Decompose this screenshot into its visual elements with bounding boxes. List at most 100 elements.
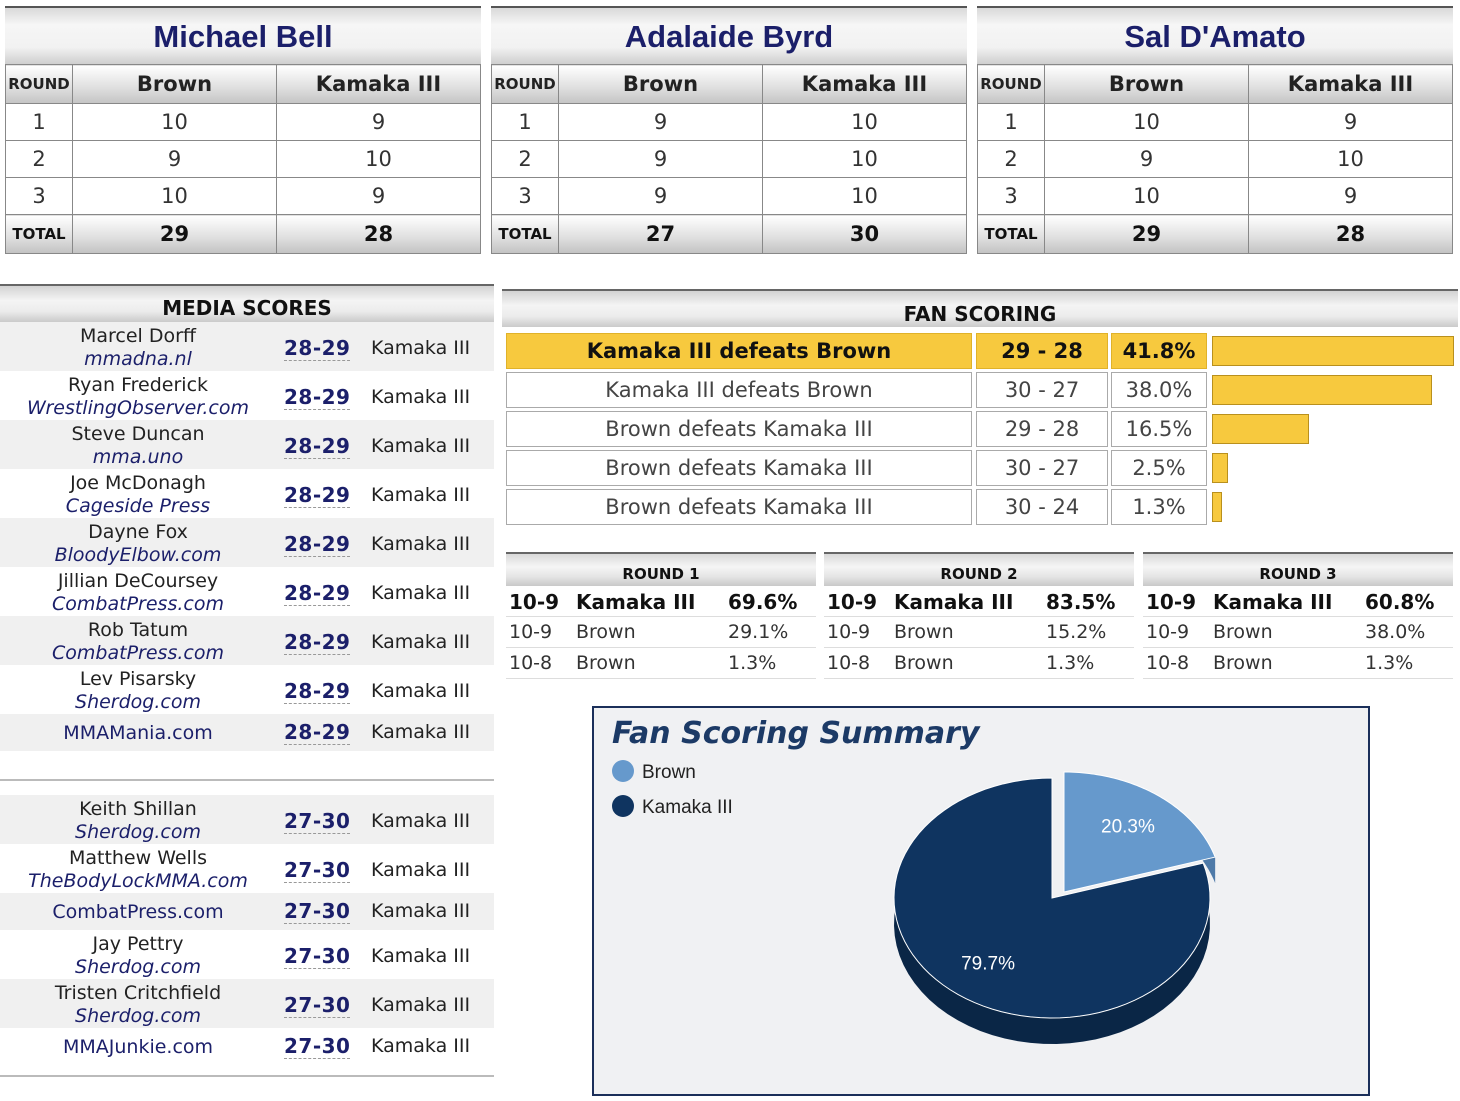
- fan-result: Kamaka III defeats Brown: [506, 333, 972, 369]
- legend-item-brown[interactable]: Brown: [612, 760, 696, 784]
- media-score-row: Steve Duncan mma.uno 28-29 Kamaka III: [0, 420, 494, 469]
- media-member-name: Ryan Frederick: [67, 374, 209, 396]
- media-member-name: Marcel Dorff: [79, 325, 197, 347]
- round-header: ROUND: [491, 64, 559, 104]
- round-percent: 1.3%: [1046, 652, 1095, 674]
- legend-dot-icon: [612, 760, 634, 782]
- pie-slice-brown[interactable]: [1063, 771, 1216, 893]
- fan-scoring-row: Brown defeats Kamaka III 30 - 27 2.5%: [506, 450, 1456, 486]
- summary-title: Fan Scoring Summary: [612, 716, 980, 751]
- judge-scorecard: Adalaide Byrd ROUND Brown Kamaka III 1 9 10 2 9 1…: [491, 6, 967, 254]
- media-score-link[interactable]: 28-29: [284, 336, 351, 361]
- round-row: 3 10 9: [5, 177, 481, 215]
- media-score-row: MMAMania.com 28-29 Kamaka III: [0, 714, 494, 751]
- media-score-link[interactable]: 27-30: [284, 944, 351, 969]
- media-score-link[interactable]: 28-29: [284, 581, 351, 606]
- fan-scoring-summary-chart: Fan Scoring Summary Brown Kamaka III 20.…: [592, 706, 1370, 1096]
- round-score: 10-9: [509, 590, 560, 614]
- media-score-link[interactable]: 28-29: [284, 385, 351, 410]
- media-outlet-link[interactable]: Sherdog.com: [75, 1005, 201, 1027]
- legend-item-kamaka[interactable]: Kamaka III: [612, 795, 733, 819]
- media-member-name: Dayne Fox: [88, 521, 188, 543]
- media-winner: Kamaka III: [371, 900, 471, 922]
- media-scores-panel: MEDIA SCORES Marcel Dorff mmadna.nl 28-29 K…: [0, 284, 494, 1077]
- media-score-link[interactable]: 27-30: [284, 993, 351, 1018]
- media-winner: Kamaka III: [371, 435, 471, 457]
- media-score-link[interactable]: 27-30: [284, 899, 351, 924]
- round-breakdown-row: 10-9 Kamaka III 60.8%: [1143, 586, 1453, 617]
- round-fighter: Kamaka III: [894, 590, 1014, 614]
- media-outlet-link[interactable]: MMAMania.com: [63, 722, 213, 744]
- fan-percent: 38.0%: [1111, 372, 1207, 408]
- round-breakdown-row: 10-9 Kamaka III 69.6%: [506, 586, 816, 617]
- media-score-link[interactable]: 28-29: [284, 630, 351, 655]
- media-score-row: Keith Shillan Sherdog.com 27-30 Kamaka III: [0, 795, 494, 844]
- pie-slice-kamaka[interactable]: [893, 777, 1211, 1019]
- media-score-link[interactable]: 28-29: [284, 720, 351, 745]
- media-outlet-link[interactable]: mma.uno: [92, 446, 184, 468]
- round-number: 1: [977, 103, 1045, 141]
- fan-percent-bar: [1212, 453, 1228, 483]
- media-score-link[interactable]: 28-29: [284, 483, 351, 508]
- media-outlet-link[interactable]: CombatPress.com: [52, 901, 224, 923]
- media-outlet-link[interactable]: Cageside Press: [65, 495, 211, 517]
- media-member-name: Jay Pettry: [92, 933, 184, 955]
- round-number: 2: [5, 140, 73, 178]
- media-outlet-link[interactable]: TheBodyLockMMA.com: [28, 870, 248, 892]
- media-outlet-link[interactable]: WrestlingObserver.com: [27, 397, 249, 419]
- media-outlet-link[interactable]: CombatPress.com: [52, 642, 224, 664]
- fan-score: 30 - 27: [976, 450, 1108, 486]
- media-outlet-link[interactable]: Sherdog.com: [75, 691, 201, 713]
- total-label: TOTAL: [491, 214, 559, 254]
- media-score-link[interactable]: 28-29: [284, 532, 351, 557]
- total-row: TOTAL 29 28: [977, 214, 1453, 254]
- media-winner: Kamaka III: [371, 721, 471, 743]
- legend-dot-icon: [612, 795, 634, 817]
- media-member-name: Jillian DeCoursey: [57, 570, 219, 592]
- round-fighter: Brown: [1213, 652, 1273, 674]
- media-outlet-link[interactable]: mmadna.nl: [84, 348, 192, 370]
- fighter-a-score: 9: [558, 103, 763, 141]
- media-score-row: Matthew Wells TheBodyLockMMA.com 27-30 Kama…: [0, 844, 494, 893]
- round-row: 1 10 9: [977, 103, 1453, 141]
- fighter-b-total: 30: [762, 214, 967, 254]
- fan-scoring-row: Brown defeats Kamaka III 30 - 24 1.3%: [506, 489, 1456, 525]
- media-member-name: Tristen Critchfield: [54, 982, 222, 1004]
- round-breakdown: ROUND 3 10-9 Kamaka III 60.8% 10-9 Brown 38.0%…: [1143, 552, 1453, 679]
- media-score-row: Jillian DeCoursey CombatPress.com 28-29 Kam…: [0, 567, 494, 616]
- fighter-b-score: 10: [762, 140, 967, 178]
- total-row: TOTAL 27 30: [491, 214, 967, 254]
- media-score-link[interactable]: 28-29: [284, 679, 351, 704]
- round-breakdown: ROUND 2 10-9 Kamaka III 83.5% 10-9 Brown 15.2%…: [824, 552, 1134, 679]
- media-member-name: Steve Duncan: [71, 423, 205, 445]
- round-number: 3: [491, 177, 559, 215]
- media-outlet-link[interactable]: MMAJunkie.com: [62, 1036, 214, 1058]
- media-score-link[interactable]: 28-29: [284, 434, 351, 459]
- round-row: 3 9 10: [491, 177, 967, 215]
- round-row: 2 9 10: [491, 140, 967, 178]
- media-score-row: Rob Tatum CombatPress.com 28-29 Kamaka III: [0, 616, 494, 665]
- media-divider: [0, 1065, 494, 1077]
- media-score-link[interactable]: 27-30: [284, 1034, 351, 1059]
- media-score-row: Dayne Fox BloodyElbow.com 28-29 Kamaka III: [0, 518, 494, 567]
- round-breakdown-row: 10-8 Brown 1.3%: [824, 648, 1134, 679]
- media-winner: Kamaka III: [371, 484, 471, 506]
- total-row: TOTAL 29 28: [5, 214, 481, 254]
- media-score-link[interactable]: 27-30: [284, 809, 351, 834]
- media-outlet-link[interactable]: Sherdog.com: [75, 821, 201, 843]
- round-score: 10-8: [827, 652, 871, 674]
- round-score: 10-9: [827, 590, 878, 614]
- media-outlet-link[interactable]: CombatPress.com: [52, 593, 224, 615]
- round-number: 2: [977, 140, 1045, 178]
- media-winner: Kamaka III: [371, 994, 471, 1016]
- media-member-name: Keith Shillan: [79, 798, 197, 820]
- media-outlet-link[interactable]: Sherdog.com: [75, 956, 201, 978]
- media-outlet-link[interactable]: BloodyElbow.com: [54, 544, 222, 566]
- media-winner: Kamaka III: [371, 680, 471, 702]
- fan-result: Brown defeats Kamaka III: [506, 489, 972, 525]
- round-score: 10-9: [1146, 590, 1197, 614]
- media-winner: Kamaka III: [371, 533, 471, 555]
- fighter-b-header: Kamaka III: [1248, 64, 1453, 104]
- media-score-link[interactable]: 27-30: [284, 858, 351, 883]
- fan-percent: 41.8%: [1111, 333, 1207, 369]
